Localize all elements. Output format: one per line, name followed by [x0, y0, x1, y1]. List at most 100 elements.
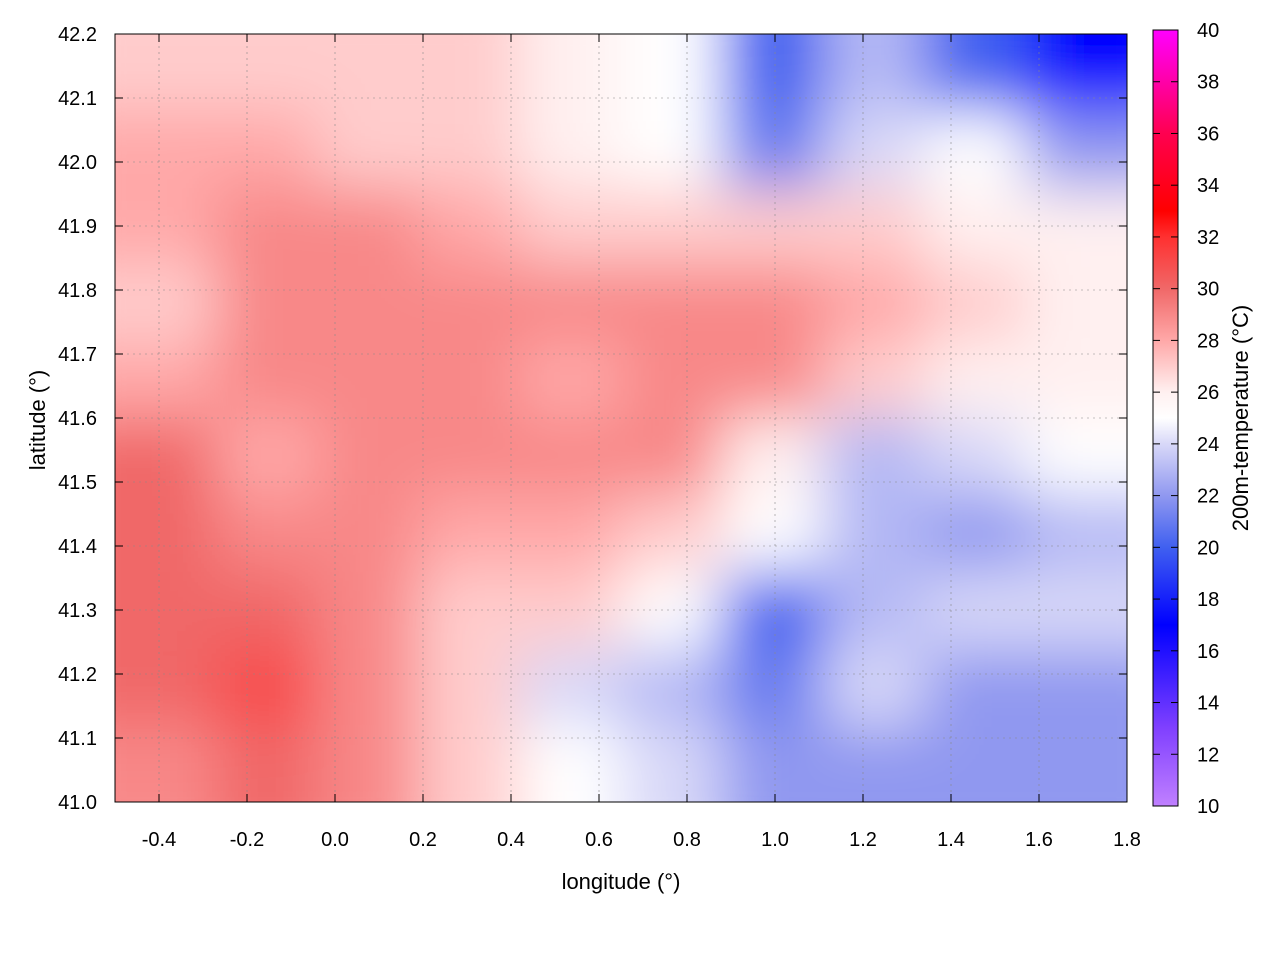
x-tick-label: 1.6 — [1025, 829, 1053, 851]
heatmap-cell — [317, 571, 420, 650]
heatmap-cell — [621, 418, 724, 496]
heatmap-cell — [621, 571, 724, 650]
heatmap-cell — [216, 34, 319, 112]
heatmap-cell — [519, 418, 622, 496]
heatmap-cell — [722, 341, 825, 419]
heatmap-cell — [519, 110, 622, 189]
colorbar-tick-label: 22 — [1197, 486, 1219, 508]
heatmap-cell — [418, 34, 521, 112]
colorbar-tick-label: 10 — [1197, 796, 1219, 818]
heatmap-cell — [317, 34, 420, 112]
heatmap-cell — [115, 187, 218, 266]
heatmap-cell — [924, 264, 1027, 343]
heatmap-cell — [924, 648, 1027, 727]
heatmap-cell — [1025, 648, 1127, 727]
x-tick-label: 1.4 — [937, 829, 965, 851]
y-axis-ticks: 41.0 41.1 41.2 41.3 41.4 41.5 41.6 41.7 41.8 41.9… — [58, 24, 1127, 814]
heatmap-cell — [519, 34, 622, 112]
heatmap-cell — [722, 648, 825, 727]
heatmap-cell — [924, 418, 1027, 496]
y-tick-label: 41.7 — [58, 344, 97, 366]
heatmap-cell — [216, 341, 319, 419]
x-tick-label: 0.2 — [409, 829, 437, 851]
colorbar-tick-label: 20 — [1197, 537, 1219, 559]
heatmap-cell — [418, 341, 521, 419]
heatmap-cell — [924, 110, 1027, 189]
heatmap-cell — [621, 187, 724, 266]
y-tick-label: 41.1 — [58, 728, 97, 750]
colorbar — [1152, 29, 1179, 807]
heatmap-cell — [418, 110, 521, 189]
colorbar-tick-label: 28 — [1197, 330, 1219, 352]
colorbar-tick-label: 24 — [1197, 434, 1219, 456]
heatmap-cell — [1025, 571, 1127, 650]
heatmap-cell — [115, 34, 218, 112]
heatmap-cell — [216, 571, 319, 650]
colorbar-tick-label: 34 — [1197, 175, 1219, 197]
colorbar-tick-label: 38 — [1197, 72, 1219, 94]
heatmap-cell — [115, 264, 218, 343]
heatmap-cell — [115, 648, 218, 727]
heatmap-cell — [115, 418, 218, 496]
y-tick-label: 41.4 — [58, 536, 97, 558]
heatmap-cell — [621, 34, 724, 112]
heatmap-cell — [317, 264, 420, 343]
heatmap-cell — [621, 648, 724, 727]
colorbar-tick-label: 26 — [1197, 382, 1219, 404]
heatmap-cell — [317, 341, 420, 419]
heatmap-cell — [317, 110, 420, 189]
y-tick-label: 41.3 — [58, 600, 97, 622]
heatmap-cell — [418, 418, 521, 496]
heatmap-cell — [317, 494, 420, 573]
heatmap-cell — [823, 341, 926, 419]
y-tick-label: 41.0 — [58, 792, 97, 814]
colorbar-tick-label: 18 — [1197, 589, 1219, 611]
colorbar-label: 200m-temperature (°C) — [1228, 305, 1253, 531]
y-tick-label: 42.0 — [58, 152, 97, 174]
heatmap-cell — [1025, 418, 1127, 496]
heatmap-cell — [115, 494, 218, 573]
colorbar-ticks: 10 12 14 16 18 20 22 24 26 28 30 32 34 36 38 40 — [1153, 20, 1219, 818]
heatmap-cell — [924, 571, 1027, 650]
heatmap-cell — [216, 110, 319, 189]
x-tick-label: 1.8 — [1113, 829, 1141, 851]
heatmap-cell — [823, 571, 926, 650]
heatmap-cell — [317, 418, 420, 496]
heatmap-cell — [722, 571, 825, 650]
heatmap-cell — [924, 341, 1027, 419]
x-axis-ticks: -0.4 -0.2 0.0 0.2 0.4 0.6 0.8 1.0 1.2 1.4 1.6 1.8 — [142, 34, 1141, 851]
heatmap-cell — [1025, 110, 1127, 189]
y-tick-label: 42.1 — [58, 88, 97, 110]
heatmap-cell — [317, 648, 420, 727]
heatmap-cell — [115, 110, 218, 189]
heatmap-cell — [1025, 264, 1127, 343]
x-tick-label: -0.2 — [230, 829, 264, 851]
heatmap-cell — [216, 418, 319, 496]
heatmap-cell — [621, 264, 724, 343]
colorbar-tick-label: 14 — [1197, 693, 1219, 715]
heatmap-cells — [115, 34, 1127, 802]
heatmap-cell — [722, 187, 825, 266]
heatmap-cell — [722, 418, 825, 496]
heatmap-cell — [722, 34, 825, 112]
heatmap-cell — [216, 494, 319, 573]
x-tick-label: 1.2 — [849, 829, 877, 851]
heatmap-cell — [418, 264, 521, 343]
heatmap-cell — [621, 110, 724, 189]
x-tick-label: 1.0 — [761, 829, 789, 851]
x-tick-label: 0.6 — [585, 829, 613, 851]
heatmap-cell — [519, 341, 622, 419]
heatmap-cell — [924, 187, 1027, 266]
y-tick-label: 41.8 — [58, 280, 97, 302]
y-tick-label: 41.5 — [58, 472, 97, 494]
heatmap-cell — [823, 648, 926, 727]
heatmap-cell — [519, 648, 622, 727]
heatmap-cell — [1025, 494, 1127, 573]
heatmap-cell — [418, 648, 521, 727]
x-tick-label: 0.0 — [321, 829, 349, 851]
heatmap-cell — [519, 494, 622, 573]
heatmap-cell — [1025, 187, 1127, 266]
colorbar-tick-label: 32 — [1197, 227, 1219, 249]
heatmap-cell — [216, 187, 319, 266]
